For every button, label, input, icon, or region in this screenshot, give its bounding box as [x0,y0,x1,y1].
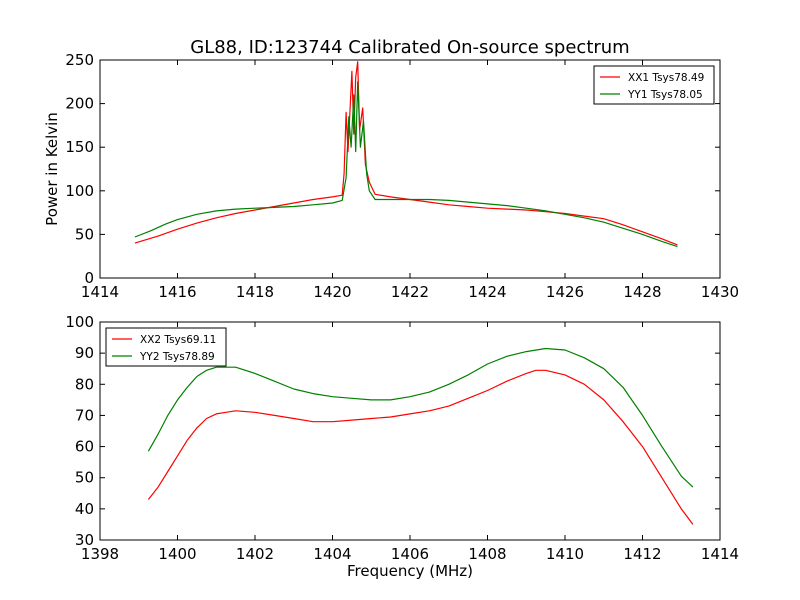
legend-box [593,65,715,105]
y-tick-label: 40 [75,500,94,518]
legend-label-2: YY2 Tsys78.89 [139,351,215,363]
x-tick-label: 1424 [468,283,506,301]
x-tick-label: 1420 [313,283,351,301]
legend: XX1 Tsys78.49 YY1 Tsys78.05 [593,65,715,105]
legend-label-2: YY1 Tsys78.05 [627,89,703,101]
y-tick-label: 70 [75,406,94,424]
y-tick-label: 0 [84,269,94,287]
x-tick-label: 1398 [81,545,119,563]
y-tick-label: 250 [65,51,94,69]
figure-title: GL88, ID:123744 Calibrated On-source spe… [190,37,629,58]
series-line-2 [134,81,678,248]
y-tick-label: 90 [75,344,94,362]
x-tick-label: 1416 [158,283,196,301]
x-tick-label: 1402 [236,545,274,563]
x-tick-label: 1406 [391,545,429,563]
legend: XX2 Tsys69.11 YY2 Tsys78.89 [105,327,227,367]
subplot-2: 1398 1400 1402 1404 1406 1408 1410 1412 1414 30 40… [65,313,739,580]
y-tick-label: 80 [75,375,94,393]
y-tick-label: 50 [75,469,94,487]
legend-label-1: XX1 Tsys78.49 [628,72,704,84]
x-tick-label: 1414 [701,545,739,563]
x-tick-label: 1410 [546,545,584,563]
x-tick-label: 1400 [158,545,196,563]
subplot-1: 1414 1416 1418 1420 1422 1424 1426 1428 1430 0 50 1… [43,51,739,301]
x-tick-label: 1412 [623,545,661,563]
y-tick-label: 150 [65,138,94,156]
x-tick-label: 1408 [468,545,506,563]
y-tick-label: 100 [65,182,94,200]
legend-box [105,327,227,367]
x-tick-label: 1418 [236,283,274,301]
series-group [134,61,678,248]
x-tick-label: 1422 [391,283,429,301]
x-tick-label: 1404 [313,545,351,563]
x-tick-label: 1414 [81,283,119,301]
x-tick-label: 1430 [701,283,739,301]
x-axis-label: Frequency (MHz) [347,562,473,580]
y-tick-label: 60 [75,438,94,456]
legend-label-1: XX2 Tsys69.11 [140,334,216,346]
series-line-1 [147,369,694,525]
series-group [147,347,694,525]
y-tick-label: 200 [65,95,94,113]
subplots: 1414 1416 1418 1420 1422 1424 1426 1428 14300501… [43,51,739,580]
y-tick-label: 100 [65,313,94,331]
y-tick-label: 30 [75,531,94,549]
x-tick-label: 1426 [546,283,584,301]
x-tick-label: 1428 [623,283,661,301]
series-line-2 [147,347,694,488]
y-tick-label: 50 [75,225,94,243]
y-axis-label: Power in Kelvin [43,112,61,226]
